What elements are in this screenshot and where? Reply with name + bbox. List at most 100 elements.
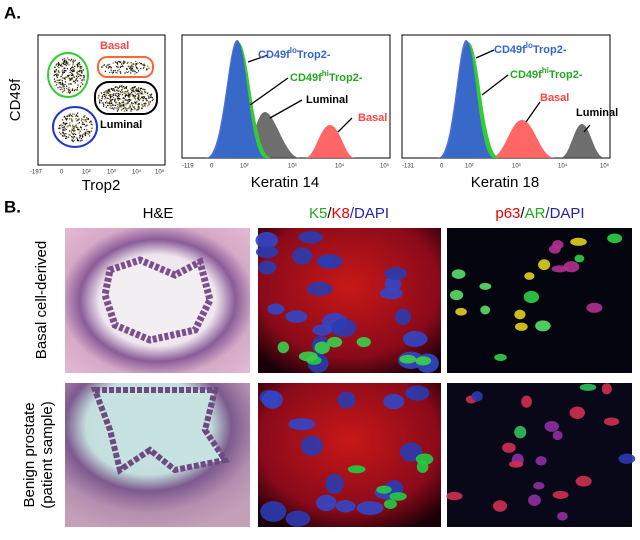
decoration [75,118,77,120]
decoration [114,90,116,92]
x-tick-label: 10³ [288,164,297,170]
decoration [75,79,77,81]
column-title: K5/K8/DAPI [309,205,389,222]
decoration [68,74,70,76]
decoration [145,98,147,100]
decoration [134,108,136,110]
decoration [55,71,57,73]
decoration [298,351,318,362]
decoration [109,98,111,100]
decoration [138,102,140,105]
decoration [86,124,88,126]
decoration [71,70,74,72]
decoration [130,62,132,64]
decoration [137,70,140,72]
row-title: Basal cell-derived [33,241,50,359]
decoration [63,61,65,63]
y-axis-label: CD49f [7,78,24,121]
decoration [71,77,73,79]
decoration [142,99,144,102]
decoration [575,475,592,487]
decoration [126,108,128,110]
decoration [108,66,110,68]
decoration [494,353,507,361]
decoration [65,137,67,140]
decoration [389,492,407,501]
decoration [101,102,103,104]
decoration [88,133,90,135]
decoration [147,65,149,67]
decoration [102,95,104,97]
decoration [71,113,74,115]
decoration [285,310,308,323]
decoration [113,94,115,97]
decoration [66,63,68,65]
decoration [129,93,131,95]
row-title: Benign prostate [21,402,38,507]
decoration [82,69,85,71]
decoration [61,91,64,93]
decoration [118,93,120,95]
decoration [73,125,75,127]
decoration [81,135,83,137]
decoration [131,93,133,96]
decoration [138,109,140,111]
decoration [65,133,67,135]
decoration [127,94,129,96]
decoration [132,87,134,89]
decoration [86,133,88,135]
decoration [76,71,78,74]
decoration [112,93,114,95]
decoration [135,103,137,105]
decoration [86,129,88,131]
decoration [135,66,137,68]
decoration [74,88,76,91]
decoration [63,88,65,90]
decoration [56,83,58,86]
decoration [108,92,110,94]
decoration [127,103,129,105]
decoration [82,121,84,123]
decoration [86,117,88,119]
decoration [65,61,67,63]
decoration [131,105,134,107]
decoration [79,69,81,72]
decoration [56,74,58,76]
decoration [140,87,143,90]
decoration [69,89,71,91]
decoration [548,244,561,254]
decoration [110,65,112,68]
decoration [81,80,83,82]
decoration [147,105,149,107]
decoration [71,120,73,123]
decoration [73,76,75,78]
decoration [67,89,69,91]
decoration [57,64,60,66]
decoration [79,71,81,73]
decoration [80,135,82,137]
decoration [109,89,111,91]
decoration [104,93,106,95]
decoration [67,91,69,94]
decoration [60,133,62,135]
decoration [145,68,148,70]
decoration [65,119,68,121]
decoration [142,88,144,90]
luminal-peak [560,124,605,158]
decoration [143,96,145,98]
panel-label: B. [4,197,21,216]
decoration [81,136,84,138]
decoration [132,109,134,111]
decoration [65,70,67,72]
decoration [76,73,78,75]
decoration [75,133,77,136]
decoration [120,65,122,67]
decoration [64,124,66,126]
decoration [146,69,148,71]
decoration [112,88,114,90]
decoration [128,96,130,99]
decoration [118,106,121,108]
decoration [66,115,68,117]
decoration [105,106,107,108]
decoration [74,130,76,132]
